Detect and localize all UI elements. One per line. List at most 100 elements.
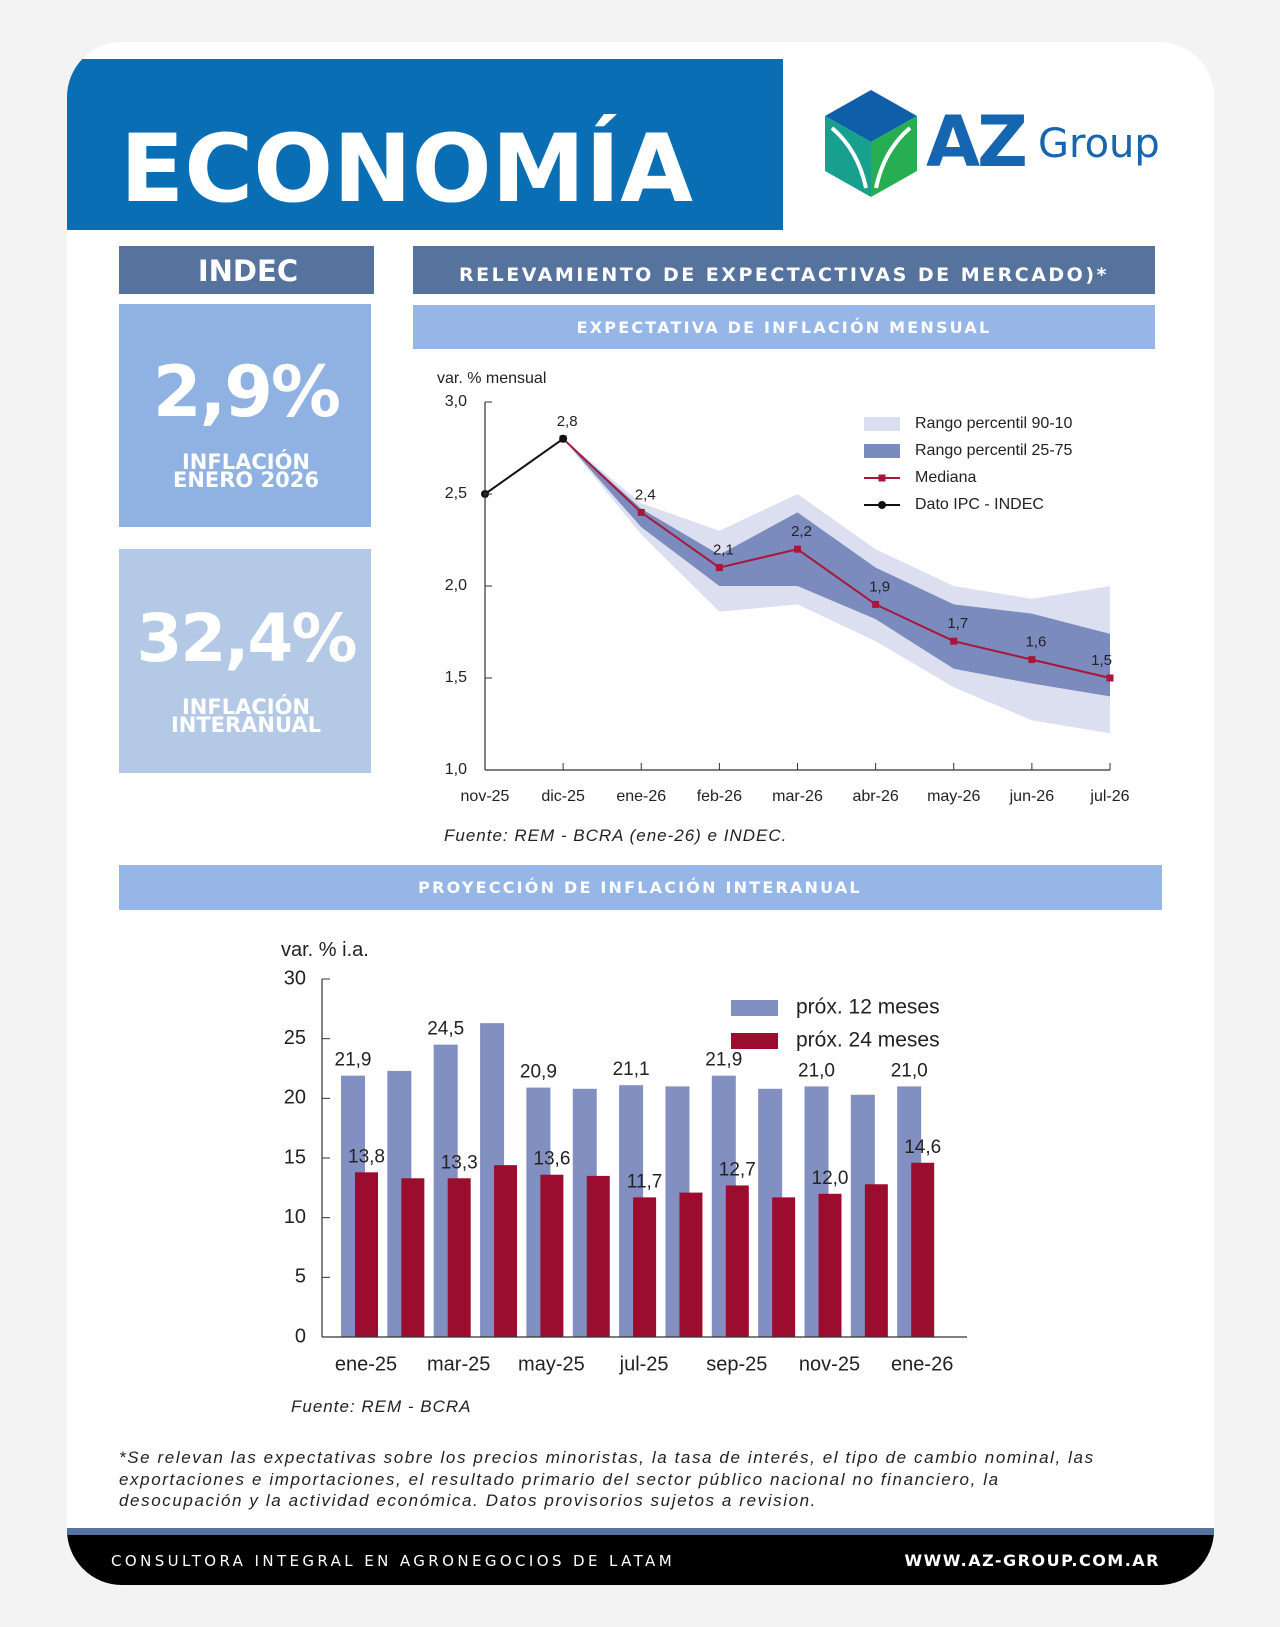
indec-header bbox=[119, 246, 374, 294]
y-tick-label: 1,5 bbox=[445, 669, 467, 686]
logo-brand: AZ bbox=[926, 101, 1025, 183]
value-label: 13,3 bbox=[441, 1152, 478, 1173]
note: *Se relevan las expectativas sobre los p… bbox=[119, 1448, 1095, 1510]
value-label: 12,0 bbox=[812, 1168, 849, 1189]
value-label: 1,9 bbox=[869, 578, 890, 595]
bar bbox=[401, 1178, 425, 1337]
y-tick-label: 2,0 bbox=[445, 577, 467, 594]
value-label: 2,1 bbox=[713, 542, 734, 559]
kpi-value: 32,4% bbox=[137, 600, 357, 677]
bar bbox=[864, 1184, 888, 1337]
y-axis-label: var. % i.a. bbox=[281, 939, 369, 961]
y-tick-label: 20 bbox=[284, 1087, 306, 1109]
value-label: 2,2 bbox=[791, 523, 812, 540]
value-label: 1,5 bbox=[1091, 652, 1112, 669]
value-label: 1,6 bbox=[1025, 634, 1046, 651]
bar bbox=[447, 1178, 471, 1337]
legend-label: Mediana bbox=[915, 469, 976, 486]
marker bbox=[559, 434, 568, 443]
chart-source: Fuente: REM - BCRA bbox=[291, 1397, 472, 1416]
footer-website: WWW.AZ-GROUP.COM.AR bbox=[904, 1551, 1160, 1570]
bar bbox=[679, 1192, 703, 1337]
legend-swatch bbox=[864, 417, 900, 431]
value-label: 21,9 bbox=[705, 1050, 742, 1071]
bar bbox=[540, 1174, 564, 1337]
x-tick-label: jul-26 bbox=[1089, 788, 1129, 805]
value-label: 24,5 bbox=[427, 1019, 464, 1040]
legend-label: próx. 12 meses bbox=[796, 996, 940, 1019]
marker bbox=[872, 600, 880, 608]
section-header bbox=[413, 246, 1155, 294]
bar bbox=[911, 1162, 935, 1337]
bar bbox=[355, 1172, 378, 1337]
chart-title: EXPECTATIVA DE INFLACIÓN MENSUAL bbox=[577, 318, 992, 337]
value-label: 21,9 bbox=[335, 1050, 372, 1071]
bar bbox=[725, 1185, 749, 1337]
legend-swatch bbox=[864, 444, 900, 458]
footer-strip bbox=[67, 1528, 1214, 1535]
x-tick-label: nov-25 bbox=[461, 788, 510, 805]
value-label: 1,7 bbox=[947, 615, 968, 632]
marker bbox=[715, 564, 723, 572]
y-tick-label: 30 bbox=[284, 967, 306, 989]
legend-swatch bbox=[731, 1000, 778, 1016]
value-label: 12,7 bbox=[719, 1159, 756, 1180]
kpi-value: 2,9% bbox=[153, 351, 339, 433]
x-tick-label: nov-25 bbox=[799, 1353, 860, 1375]
y-tick-label: 0 bbox=[295, 1325, 306, 1347]
y-tick-label: 15 bbox=[284, 1146, 306, 1168]
x-tick-label: dic-25 bbox=[541, 788, 585, 805]
y-axis-label: var. % mensual bbox=[437, 370, 546, 387]
marker bbox=[950, 637, 958, 645]
value-label: 2,4 bbox=[635, 486, 656, 503]
logo-suffix: Group bbox=[1038, 121, 1160, 167]
legend-swatch bbox=[878, 501, 886, 509]
bar bbox=[818, 1193, 842, 1337]
marker bbox=[1028, 656, 1036, 664]
kpi-label: INTERANUAL bbox=[171, 713, 321, 737]
y-tick-label: 25 bbox=[284, 1027, 306, 1049]
kpi-label: INFLACIÓN bbox=[182, 694, 310, 719]
y-tick-label: 5 bbox=[295, 1266, 306, 1288]
x-tick-label: feb-26 bbox=[697, 788, 742, 805]
bar bbox=[494, 1165, 518, 1337]
legend-label: Rango percentil 25-75 bbox=[915, 442, 1073, 459]
value-label: 2,8 bbox=[557, 413, 578, 430]
x-tick-label: ene-26 bbox=[891, 1353, 953, 1375]
bar bbox=[633, 1197, 657, 1337]
value-label: 21,1 bbox=[613, 1059, 650, 1080]
legend-label: próx. 24 meses bbox=[796, 1029, 940, 1052]
x-tick-label: may-25 bbox=[518, 1353, 585, 1375]
section-title: RELEVAMIENTO DE EXPECTACTIVAS DE MERCADO… bbox=[459, 264, 1109, 286]
footer-band bbox=[67, 1528, 1214, 1585]
x-tick-label: may-26 bbox=[927, 788, 980, 805]
kpi-label: INFLACIÓN bbox=[182, 449, 310, 474]
x-tick-label: ene-26 bbox=[616, 788, 666, 805]
footer-tagline: CONSULTORA INTEGRAL EN AGRONEGOCIOS DE L… bbox=[111, 1552, 675, 1570]
legend-label: Dato IPC - INDEC bbox=[915, 496, 1044, 513]
indec-title: INDEC bbox=[198, 254, 298, 288]
x-tick-label: jun-26 bbox=[1009, 788, 1055, 805]
legend-swatch bbox=[731, 1033, 778, 1049]
x-tick-label: jul-25 bbox=[619, 1353, 669, 1375]
y-tick-label: 2,5 bbox=[445, 485, 467, 502]
marker bbox=[1106, 674, 1114, 682]
marker bbox=[794, 545, 801, 553]
value-label: 13,6 bbox=[533, 1149, 570, 1170]
y-tick-label: 3,0 bbox=[445, 393, 467, 410]
bar bbox=[772, 1197, 796, 1337]
value-label: 14,6 bbox=[904, 1137, 941, 1158]
x-tick-label: mar-25 bbox=[427, 1353, 490, 1375]
bar bbox=[586, 1175, 610, 1337]
chart-header bbox=[413, 305, 1155, 349]
x-tick-label: mar-26 bbox=[772, 788, 823, 805]
chart-source: Fuente: REM - BCRA (ene-26) e INDEC. bbox=[444, 826, 787, 845]
x-tick-label: sep-25 bbox=[706, 1353, 767, 1375]
line bbox=[562, 438, 1111, 679]
chart-header bbox=[119, 865, 1162, 910]
line bbox=[484, 437, 564, 495]
page-title: ECONOMÍA bbox=[120, 113, 693, 224]
marker bbox=[637, 508, 645, 516]
